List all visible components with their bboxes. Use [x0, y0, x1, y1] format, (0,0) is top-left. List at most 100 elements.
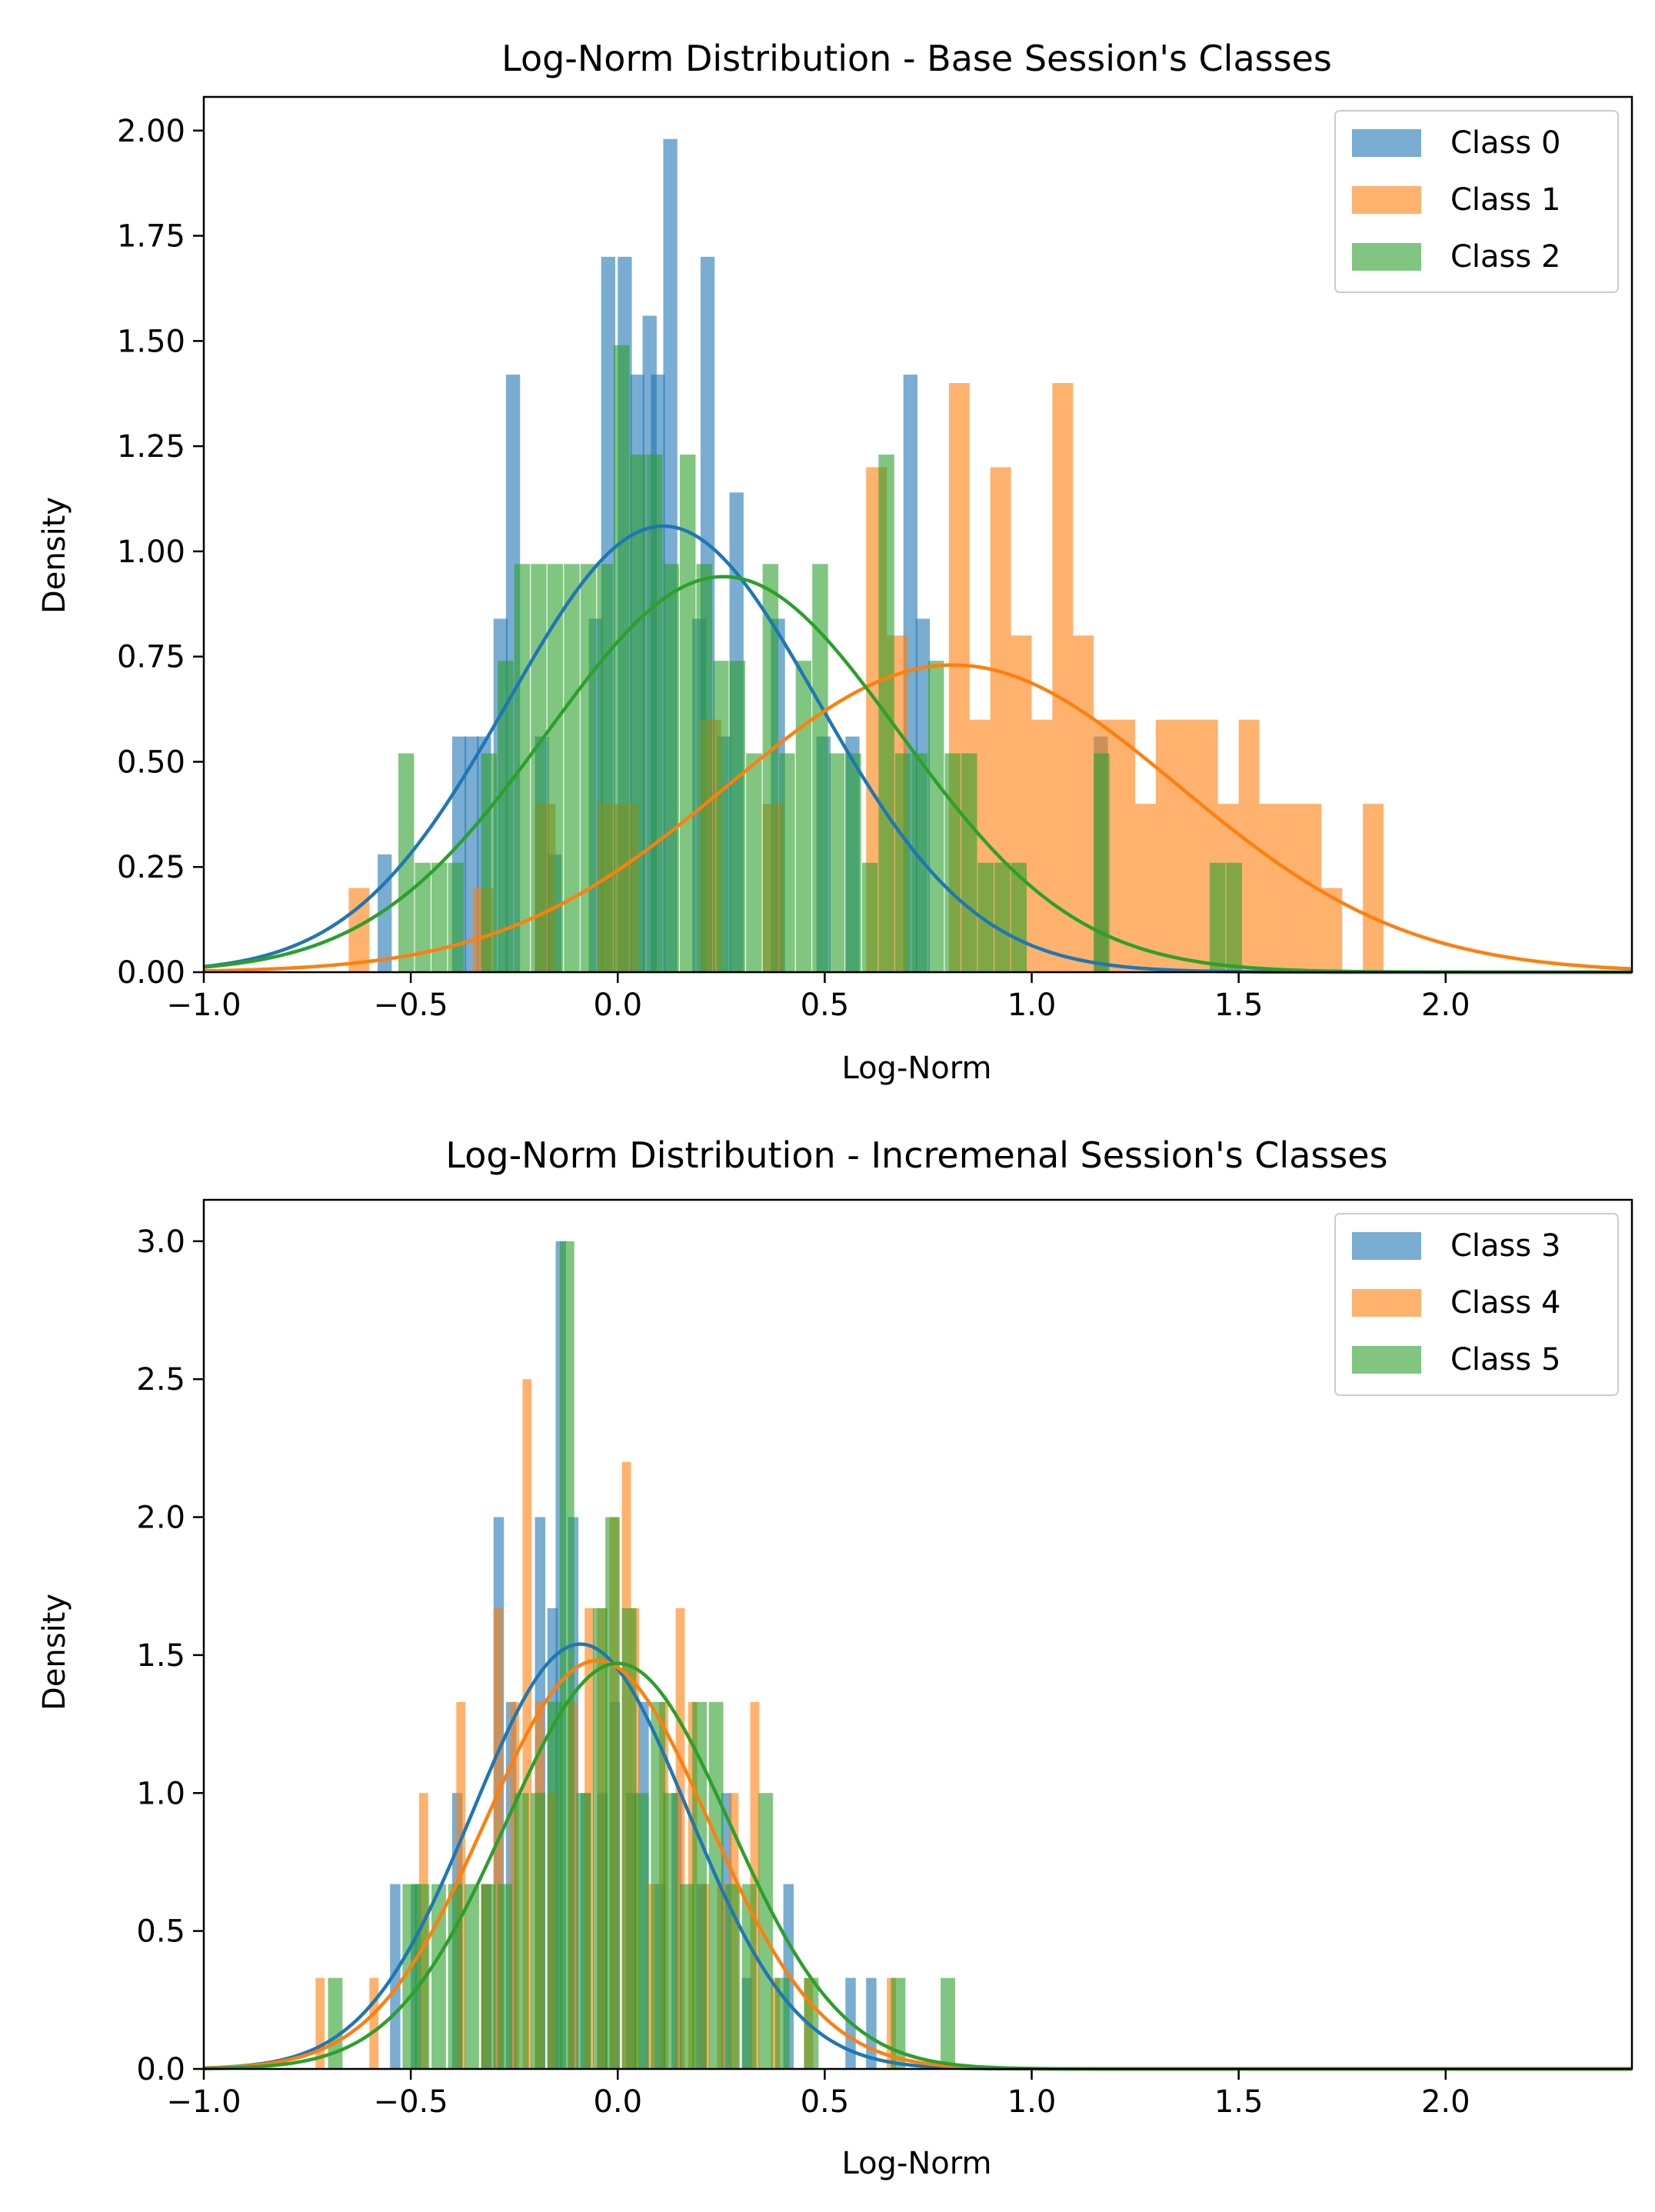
histogram-bar — [680, 1884, 694, 2069]
histogram-bar — [779, 753, 795, 972]
y-tick-label: 1.25 — [117, 429, 185, 465]
histogram-bar — [597, 564, 613, 972]
histogram-bar — [944, 753, 961, 972]
histogram-bar — [646, 455, 663, 972]
histogram-bar — [531, 1793, 546, 2069]
series-class-5 — [328, 1241, 955, 2069]
histogram-bar — [1156, 719, 1177, 972]
legend-label: Class 1 — [1450, 182, 1560, 218]
x-tick-label: −1.0 — [166, 2084, 241, 2120]
x-axis-label: Log-Norm — [842, 2146, 992, 2181]
histogram-bar — [708, 1701, 724, 2069]
histogram-bar — [977, 862, 994, 972]
x-tick-label: 2.0 — [1421, 988, 1470, 1023]
legend-swatch — [1352, 1232, 1421, 1260]
histogram-bar — [758, 1793, 774, 2069]
histogram-bar — [894, 753, 911, 972]
fit-curve — [203, 663, 1633, 973]
x-tick-label: 0.5 — [801, 988, 850, 1023]
legend-swatch — [1352, 243, 1421, 271]
histogram-bar — [1226, 862, 1242, 972]
legend-swatch — [1352, 1346, 1421, 1374]
histogram-bar — [564, 564, 580, 972]
axes-frame — [202, 1198, 1633, 2070]
histogram-bar — [1135, 804, 1156, 972]
histogram-bar — [961, 753, 977, 972]
histogram-bar — [1363, 804, 1384, 972]
legend: Class 0 Class 1 Class 2 — [1334, 110, 1619, 293]
histogram-bar — [559, 1241, 574, 2069]
x-tick-label: −1.0 — [166, 988, 241, 1023]
histogram-bar — [725, 1884, 741, 2069]
histogram-bar — [762, 564, 779, 972]
y-tick-label: 0.50 — [117, 745, 185, 780]
y-axis-label: Density — [37, 497, 72, 614]
y-tick-label: 3.0 — [136, 1224, 185, 1260]
histogram-bar — [927, 661, 944, 972]
plot-area: −1.0 −0.5 0.0 0.5 1.0 1.5 2.0 0.00 0.25 0.50 0.75 1… — [117, 95, 1633, 1023]
histogram-bar — [605, 1517, 620, 2069]
legend-label: Class 0 — [1450, 125, 1560, 161]
chart-incremental-session: Log-Norm Distribution - Incremenal Sessi… — [37, 1134, 1633, 2181]
histogram-bar — [580, 564, 597, 972]
histogram-bar — [1209, 862, 1226, 972]
histogram-bar — [696, 564, 712, 972]
histogram-bar — [431, 1884, 446, 2069]
y-tick-label: 2.0 — [136, 1501, 185, 1536]
y-tick-label: 2.00 — [117, 114, 185, 149]
histogram-bar — [369, 1977, 379, 2069]
histogram-bar — [498, 661, 514, 972]
histogram-bar — [663, 1793, 678, 2069]
legend-label: Class 5 — [1450, 1342, 1560, 1378]
legend-swatch — [1352, 186, 1421, 214]
histogram-bar — [465, 1884, 479, 2069]
histogram-bar — [390, 1884, 401, 2069]
x-tick-label: 0.5 — [801, 2084, 850, 2120]
chart-base-session: Log-Norm Distribution - Base Session's C… — [37, 38, 1633, 1086]
legend-label: Class 2 — [1450, 239, 1560, 275]
x-tick-label: 0.0 — [593, 2084, 642, 2120]
x-tick-label: −0.5 — [374, 2084, 448, 2120]
histogram-bar — [1094, 753, 1110, 972]
plot-area: −1.0 −0.5 0.0 0.5 1.0 1.5 2.0 0.0 0.5 1.0 1.5 2.0 2.… — [136, 1198, 1633, 2120]
histogram-bar — [621, 1607, 637, 2069]
axes-frame — [202, 95, 1633, 974]
x-tick-label: 1.0 — [1007, 988, 1057, 1023]
histogram-bar — [651, 1701, 666, 2069]
histogram-bar — [1176, 719, 1197, 972]
histogram-bar — [630, 455, 646, 972]
histogram-bar — [398, 753, 415, 972]
histogram-bar — [613, 345, 630, 972]
histogram-bar — [547, 564, 564, 972]
histogram-bar — [663, 564, 679, 972]
x-tick-label: 0.0 — [593, 988, 642, 1023]
histogram-bar — [448, 862, 465, 972]
histogram-bar — [828, 753, 845, 972]
histogram-bar — [315, 1977, 325, 2069]
histogram-bar — [481, 1884, 496, 2069]
chart-title: Log-Norm Distribution - Base Session's C… — [501, 38, 1332, 79]
y-tick-label: 2.5 — [136, 1362, 185, 1397]
x-tick-label: −0.5 — [374, 988, 448, 1023]
histogram-bar — [812, 564, 828, 972]
y-tick-label: 0.25 — [117, 850, 185, 885]
y-tick-label: 0.75 — [117, 640, 185, 675]
histogram-bar — [402, 1884, 418, 2069]
legend-swatch — [1352, 1289, 1421, 1317]
histogram-bar — [431, 862, 448, 972]
histogram-bar — [498, 1884, 513, 2069]
histogram-bar — [1011, 862, 1027, 972]
histogram-bar — [576, 1793, 591, 2069]
x-axis-label: Log-Norm — [842, 1051, 992, 1086]
y-tick-label: 1.5 — [136, 1638, 185, 1674]
histogram-bar — [713, 661, 729, 972]
x-tick-label: 1.5 — [1214, 2084, 1264, 2120]
histogram-bar — [845, 753, 861, 972]
histogram-bar — [746, 753, 762, 972]
histogram-bar — [1259, 804, 1280, 972]
y-tick-label: 0.00 — [117, 955, 185, 991]
histogram-bar — [547, 1701, 562, 2069]
x-tick-label: 1.0 — [1007, 2084, 1057, 2120]
histogram-bar — [795, 661, 812, 972]
histogram-bar — [592, 1607, 608, 2069]
